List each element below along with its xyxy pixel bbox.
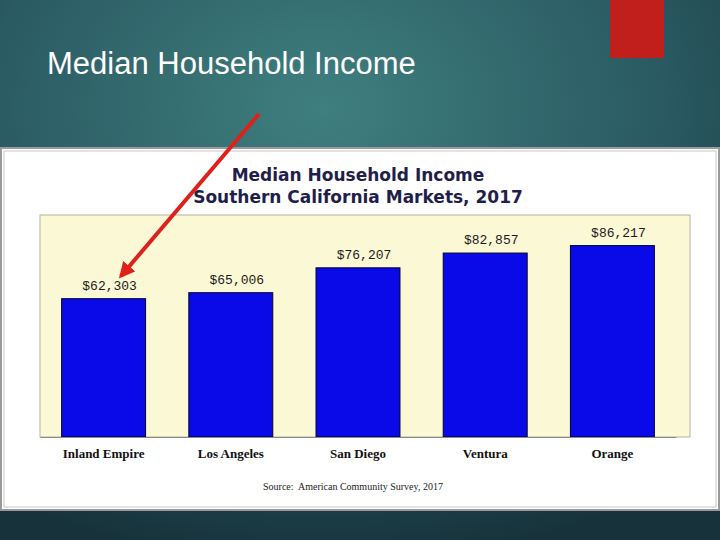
slide-title: Median Household Income	[47, 46, 416, 81]
x-tick-label: San Diego	[330, 446, 386, 461]
chart-subtitle: Southern California Markets, 2017	[193, 187, 523, 207]
chart-frame-inner	[4, 151, 716, 507]
x-tick: Ventura	[463, 437, 509, 461]
x-axis-line	[41, 437, 677, 438]
bars	[62, 246, 655, 437]
source-note: Source: American Community Survey, 2017	[263, 481, 443, 492]
bar	[62, 299, 146, 437]
data-label: $76,207	[337, 248, 392, 263]
chart-title: Median Household Income	[232, 165, 485, 185]
data-label: $62,303	[82, 279, 137, 294]
bar	[316, 268, 400, 437]
plot-frame	[40, 215, 690, 437]
x-tick-label: Los Angeles	[198, 446, 264, 461]
data-labels: $62,303 $65,006 $76,207 $82,857 $86,217	[82, 226, 645, 294]
data-label: $82,857	[464, 233, 519, 248]
x-axis: Inland Empire Los Angeles San Diego Ventura…	[41, 437, 677, 461]
x-tick: Inland Empire	[63, 437, 145, 461]
bar	[570, 246, 654, 437]
bar	[443, 253, 527, 437]
x-tick: Orange	[591, 437, 633, 461]
data-label: $65,006	[209, 273, 264, 288]
slide-background	[0, 0, 720, 540]
x-tick-label: Ventura	[463, 446, 509, 461]
chart-frame	[1, 148, 719, 510]
x-tick-label: Inland Empire	[63, 446, 145, 461]
x-tick-label: Orange	[591, 446, 633, 461]
x-tick: Los Angeles	[198, 437, 264, 461]
slide: Median Household Income Median Household …	[0, 0, 720, 540]
accent-block	[610, 0, 664, 58]
bar	[189, 293, 273, 437]
arrow	[121, 114, 259, 276]
x-tick: San Diego	[330, 437, 386, 461]
data-label: $86,217	[591, 226, 646, 241]
